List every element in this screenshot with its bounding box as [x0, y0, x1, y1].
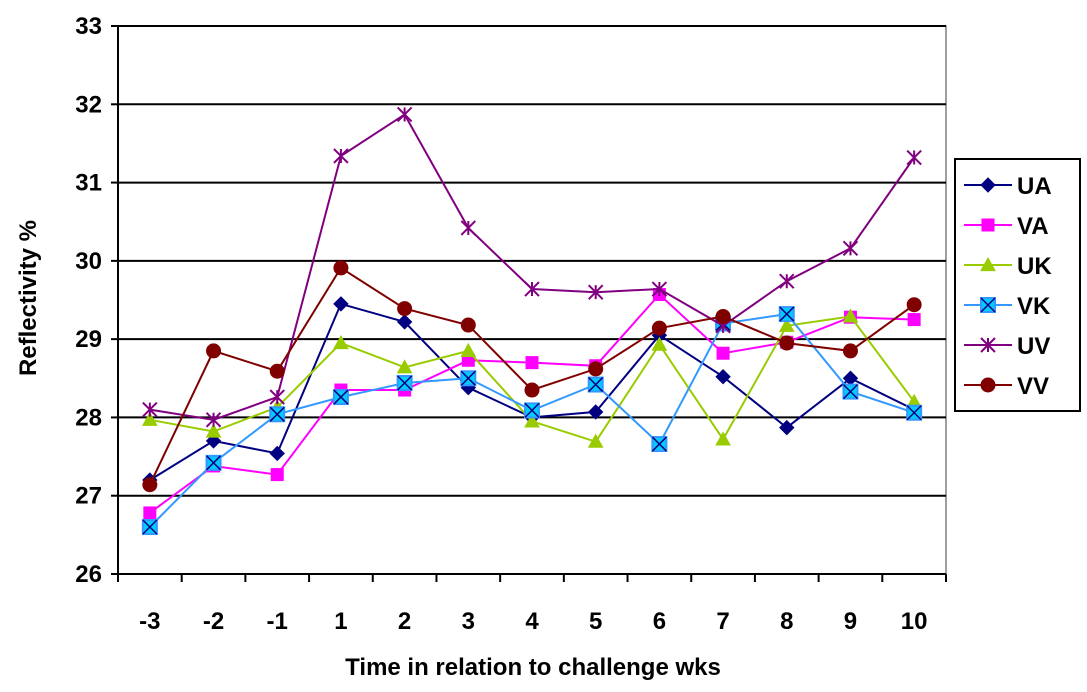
- y-tick-label: 29: [75, 326, 102, 353]
- legend-label: VA: [1017, 213, 1049, 240]
- y-tick-label: 31: [75, 170, 102, 197]
- data-point: [589, 378, 603, 392]
- legend-label: VV: [1017, 373, 1049, 400]
- x-tick-label: -3: [139, 608, 160, 635]
- legend-label: UK: [1017, 253, 1052, 280]
- data-point: [780, 307, 794, 321]
- x-tick-label: 2: [398, 608, 411, 635]
- x-tick-label: -1: [267, 608, 288, 635]
- data-point: [652, 437, 666, 451]
- y-tick-label: 26: [75, 561, 102, 588]
- data-point: [270, 407, 284, 421]
- x-tick-label: 3: [462, 608, 475, 635]
- y-tick-label: 32: [75, 91, 102, 118]
- plot-border: [118, 26, 946, 574]
- data-point: [843, 385, 857, 399]
- data-point: [780, 336, 794, 350]
- data-point: [270, 364, 284, 378]
- y-tick-label: 28: [75, 404, 102, 431]
- legend-marker: [981, 378, 995, 392]
- data-point: [207, 456, 221, 470]
- x-tick-label: 10: [901, 608, 928, 635]
- legend-marker: [982, 219, 994, 231]
- data-point: [716, 309, 730, 323]
- legend-label: UV: [1017, 333, 1050, 360]
- y-axis: 26 27 28 29 30 31 32 33: [75, 13, 118, 588]
- x-tick-label: 4: [525, 608, 539, 635]
- x-tick-label: 7: [716, 608, 729, 635]
- legend-label: UA: [1017, 173, 1052, 200]
- x-tick-label: -2: [203, 608, 224, 635]
- data-point: [398, 302, 412, 316]
- data-point: [526, 357, 538, 369]
- data-point: [907, 298, 921, 312]
- y-tick-label: 30: [75, 248, 102, 275]
- data-point: [843, 344, 857, 358]
- data-point: [907, 406, 921, 420]
- data-point: [143, 478, 157, 492]
- x-tick-label: 5: [589, 608, 602, 635]
- legend-marker: [981, 298, 995, 312]
- plot-area: [118, 26, 946, 574]
- data-point: [525, 383, 539, 397]
- x-axis-label: Time in relation to challenge wks: [345, 654, 721, 681]
- y-axis-label: Reflectivity %: [15, 220, 42, 376]
- data-point: [589, 362, 603, 376]
- data-point: [461, 371, 475, 385]
- data-point: [908, 314, 920, 326]
- data-point: [461, 318, 475, 332]
- legend-label: VK: [1017, 293, 1051, 320]
- y-tick-label: 33: [75, 13, 102, 40]
- y-tick-label: 27: [75, 483, 102, 510]
- data-point: [207, 344, 221, 358]
- data-point: [652, 321, 666, 335]
- x-axis: -3 -2 -1 1 2 3 4 5 6 7 8 9 10: [118, 574, 946, 635]
- data-point: [143, 520, 157, 534]
- data-point: [717, 347, 729, 359]
- legend: UA VA UK VK UV VV: [955, 159, 1080, 411]
- data-point: [334, 261, 348, 275]
- data-point: [144, 507, 156, 519]
- data-point: [398, 376, 412, 390]
- x-tick-label: 1: [334, 608, 347, 635]
- x-tick-label: 6: [653, 608, 666, 635]
- x-tick-label: 8: [780, 608, 793, 635]
- x-tick-label: 9: [844, 608, 857, 635]
- data-point: [271, 469, 283, 481]
- data-point: [334, 390, 348, 404]
- data-point: [525, 403, 539, 417]
